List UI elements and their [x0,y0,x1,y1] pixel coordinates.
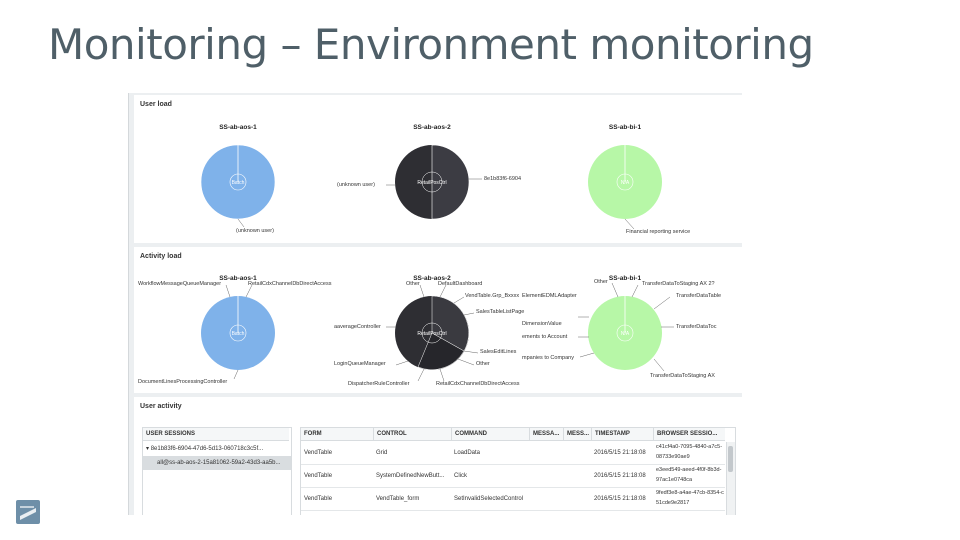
session-node[interactable]: ▾ 8e1b83f6-6904-47d6-5d13-060718c3c5f... [143,442,291,456]
pie-center-label: Batch [232,331,245,337]
slice-label: ements to Account [522,334,568,340]
cell-timestamp: 2016/5/15 21:18:08 [594,473,646,479]
cell-timestamp: 2016/5/15 21:18:08 [594,496,646,502]
slice-label: TransferDataTable [676,293,722,299]
cell-command: LoadData [454,450,481,456]
column-header[interactable]: TIMESTAMP [591,428,653,441]
column-header[interactable]: MESS... [563,428,591,441]
cell-browser-session: e3eed549-aeed-4f0f-8b3d-97ac1e0748ca [656,467,722,483]
company-logo [16,500,40,524]
table-row[interactable]: VendTable Grid LoadData 2016/5/15 21:18:… [301,442,725,465]
server-name: SS-ab-aos-1 [219,124,257,131]
slice-label: SalesEditLines [480,349,517,355]
user-load-panel: User load SS-ab-aos-1 SS-ab-aos-2 SS-ab-… [134,95,742,243]
cell-form: VendTable [304,473,333,479]
user-activity-panel: User activity USER SESSIONS ▾ 8e1b83f6-6… [134,397,742,515]
slice-label: 8e1b83f6-6904 [484,176,522,182]
cell-form: VendTable [304,496,333,502]
column-header[interactable]: FORM [301,428,373,441]
activity-load-panel: Activity load SS-ab-aos-1 SS-ab-aos-2 SS… [134,247,742,393]
cell-form: VendTable [304,450,333,456]
activity-load-title: Activity load [140,253,182,260]
user-sessions-tree: USER SESSIONS ▾ 8e1b83f6-6904-47d6-5d13-… [142,427,292,515]
server-name: SS-ab-bi-1 [608,275,642,282]
session-id: 8e1b83f6-6904-47d6-5d13-060718c3c5f... [150,446,264,452]
server-name: SS-ab-aos-2 [413,275,451,282]
logo-mark [20,506,36,520]
server-name: SS-ab-aos-1 [219,275,257,282]
column-header[interactable]: BROWSER SESSIO... [653,428,725,441]
pie-center-label: N/A [621,180,630,186]
cell-control: Grid [376,450,388,456]
server-name: SS-ab-aos-2 [413,124,451,131]
slice-label: aaverageController [334,324,381,330]
cell-browser-session: c41cf4a0-7095-4840-a7c5-08733e90ae9 [656,444,723,460]
slice-label: DimensionValue [522,321,562,327]
pie-center-label: N/A [621,331,630,337]
column-header[interactable]: COMMAND [451,428,529,441]
slice-label: mpanies to Company [522,355,574,361]
monitoring-screenshot: User load SS-ab-aos-1 SS-ab-aos-2 SS-ab-… [128,93,742,515]
slice-label: RetailCdxChannelDbDirectAccess [436,381,520,387]
expand-icon[interactable]: ▾ [146,446,150,452]
activity-table: FORM CONTROL COMMAND MESSA... MESS... TI… [300,427,736,515]
slice-label: SalesTableListPage [476,309,525,315]
slice-label: DispatcherRuleController [348,381,410,387]
user-load-title: User load [140,101,172,108]
cell-timestamp: 2016/5/15 21:18:08 [594,450,646,456]
slice-label: VendTable.Grp_Bxxxx [465,293,520,299]
server-name: SS-ab-bi-1 [608,124,642,131]
slice-label: DefaultDashboard [438,281,483,287]
slice-label: RetailCdxChannelDbDirectAccess [248,281,332,287]
activity-load-charts: Batch RetailPosCtrl N/A [201,282,674,382]
slice-label: Other [594,279,608,285]
cell-command: Click [454,473,467,479]
user-load-charts: Batch RetailPosCtrl N/A [200,144,662,230]
slice-label: TransferDataToStaging AX 2? [642,281,715,287]
slice-label: ElementEDMLAdapter [522,293,577,299]
cell-control: VendTable_form [376,496,420,502]
table-scrollbar[interactable] [726,442,735,515]
cell-command: SetInvalidSelectedControl [454,496,524,502]
slice-label: (unknown user) [337,182,375,188]
slice-label: TransferDataToc [676,324,717,330]
table-row[interactable]: VendTable VendTable_form SetInvalidSelec… [301,488,725,511]
slice-label: DocumentLinesProcessingController [138,379,228,385]
slice-label: Other [476,361,490,367]
session-id: all@ss-ab-aos-2-15a81062-59a2-43d3-aa5b.… [157,460,281,466]
pie-center-label: RetailPosCtrl [417,331,446,337]
slice-label: Financial reporting service [626,229,691,235]
slice-label: Other [406,281,420,287]
session-node-selected[interactable]: all@ss-ab-aos-2-15a81062-59a2-43d3-aa5b.… [143,456,291,470]
user-activity-title: User activity [140,403,182,410]
slice-label: WorkflowMessageQueueManager [138,281,222,287]
slice-label: (unknown user) [236,228,274,234]
scrollbar-thumb[interactable] [728,446,733,472]
sessions-header: USER SESSIONS [143,428,289,441]
column-header[interactable]: CONTROL [373,428,451,441]
slice-label: LoginQueueManager [334,361,386,367]
cell-control: SystemDefinedNewButt... [376,473,445,479]
pie-center-label: RetailPosCtrl [417,180,446,186]
slice-label: TransferDataToStaging AX [650,373,715,379]
slide-title: Monitoring – Environment monitoring [48,20,814,69]
pie-center-label: Batch [232,180,245,186]
column-header[interactable]: MESSA... [529,428,563,441]
table-row[interactable]: VendTable SystemDefinedNewButt... Click … [301,465,725,488]
cell-browser-session: 9fedf3e8-a4ae-47cb-8354-c51cde9e2817 [656,490,724,506]
